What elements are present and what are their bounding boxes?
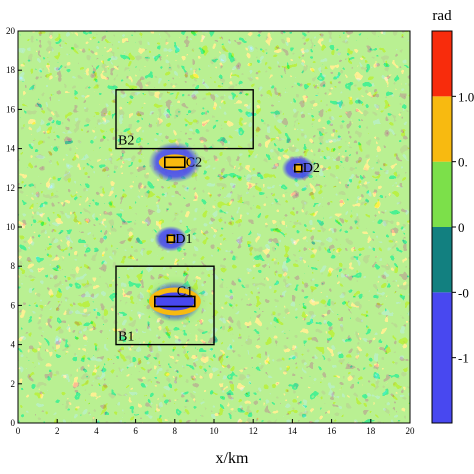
plot-area: [18, 31, 410, 423]
x-tick-label: 12: [249, 426, 258, 436]
y-tick-label: 18: [6, 65, 16, 75]
colorbar-band: [432, 31, 452, 97]
feature-label-d1: D1: [175, 232, 192, 247]
x-tick-label: 0: [16, 426, 21, 436]
x-tick-label: 10: [210, 426, 220, 436]
colorbar-tick-label: -1: [458, 351, 469, 366]
y-tick-label: 4: [11, 340, 16, 350]
feature-marker-c1: [154, 295, 196, 308]
feature-label-d2: D2: [303, 161, 320, 176]
colorbar: [431, 30, 453, 424]
colorbar-band: [432, 96, 452, 162]
anomaly-core: [293, 163, 304, 174]
x-tick-label: 4: [94, 426, 99, 436]
colorbar-band: [432, 292, 452, 423]
feature-markers: C2 D2 D1 C1: [154, 155, 320, 308]
colorbar-tick-label: 0.: [458, 155, 468, 170]
colorbar-unit: rad: [432, 8, 452, 24]
colorbar-ticks: -1 -0 0 0. 1.0: [452, 89, 474, 366]
y-tick-label: 2: [11, 379, 16, 389]
y-tick-label: 16: [6, 104, 16, 114]
x-axis-ticks: 0 2 4 6 8 10 12 14 16 18 20: [16, 419, 415, 436]
colorbar-band: [432, 227, 452, 293]
colorbar-tick-label: 1.0: [458, 89, 474, 104]
x-tick-label: 14: [288, 426, 298, 436]
feature-marker-d2: [293, 163, 303, 173]
feature-label-c1: C1: [177, 284, 193, 299]
region-box-b2: [115, 89, 254, 150]
feature-marker-d1: [166, 234, 176, 244]
x-tick-label: 16: [327, 426, 337, 436]
y-axis-ticks: 0 2 4 6 8 10 12 14 16 18 20: [6, 26, 22, 428]
y-tick-label: 8: [11, 261, 16, 271]
feature-label-c2: C2: [186, 155, 202, 170]
x-tick-label: 20: [406, 426, 416, 436]
colorbar-tick-label: -0: [458, 285, 469, 300]
y-tick-label: 10: [6, 222, 16, 232]
feature-marker-c2: [164, 156, 186, 169]
y-tick-label: 20: [6, 26, 16, 36]
x-axis-title: x/km: [216, 450, 249, 467]
anomaly-blobs: [140, 141, 315, 328]
y-tick-label: 0: [11, 418, 16, 428]
x-tick-label: 2: [55, 426, 60, 436]
phase-noise-field: [18, 31, 410, 423]
region-label-b2: B2: [118, 134, 134, 149]
region-label-b1: B1: [118, 330, 134, 345]
x-tick-label: 18: [366, 426, 376, 436]
x-tick-label: 6: [133, 426, 138, 436]
y-tick-label: 14: [6, 144, 16, 154]
colorbar-band: [432, 161, 452, 227]
y-tick-label: 6: [11, 300, 16, 310]
x-tick-label: 8: [173, 426, 178, 436]
anomaly-core: [165, 233, 176, 244]
region-box-b1: [115, 265, 215, 346]
region-boxes: B2 B1: [115, 89, 254, 346]
anomaly-core: [158, 154, 191, 171]
colorbar-tick-label: 0: [458, 220, 465, 235]
y-tick-label: 12: [6, 183, 15, 193]
